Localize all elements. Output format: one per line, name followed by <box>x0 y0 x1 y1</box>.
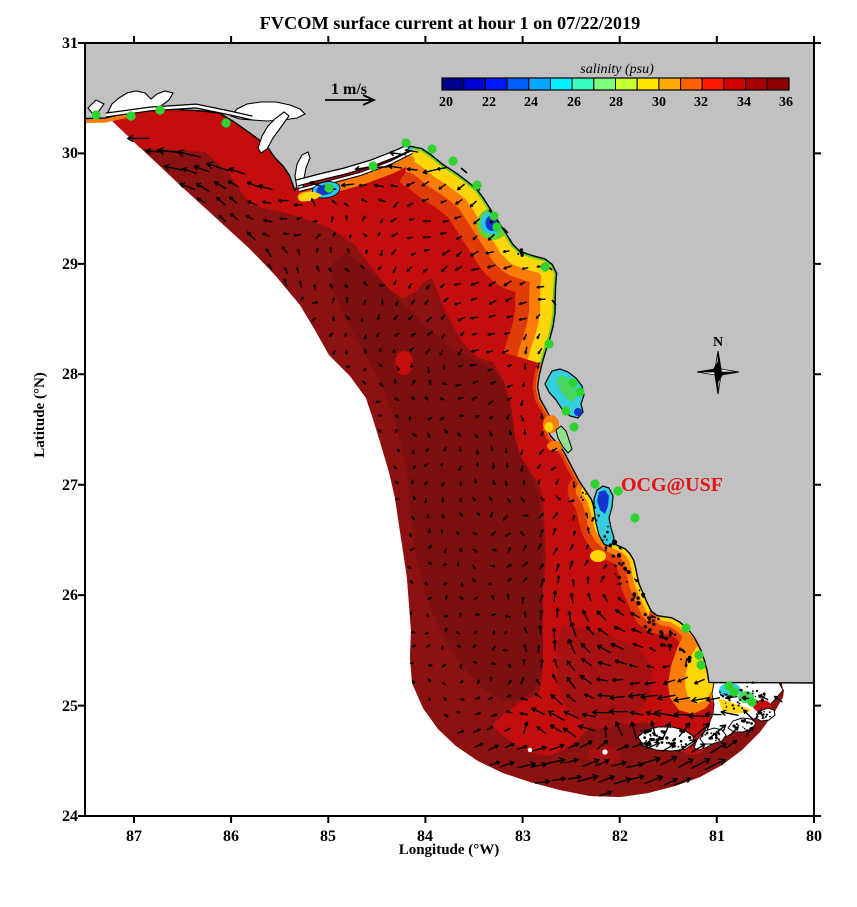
svg-text:26: 26 <box>62 587 78 604</box>
svg-text:31: 31 <box>62 35 78 52</box>
svg-text:24: 24 <box>62 808 78 825</box>
svg-text:20: 20 <box>439 95 453 110</box>
svg-text:N: N <box>713 335 723 350</box>
svg-text:25: 25 <box>62 698 78 715</box>
svg-text:32: 32 <box>694 95 708 110</box>
svg-text:30: 30 <box>62 145 78 162</box>
svg-text:22: 22 <box>482 95 496 110</box>
svg-text:FVCOM surface current at hour: FVCOM surface current at hour 1 on 07/22… <box>260 13 641 33</box>
svg-text:27: 27 <box>62 477 78 494</box>
svg-text:82: 82 <box>612 828 628 845</box>
svg-text:28: 28 <box>609 95 623 110</box>
svg-text:84: 84 <box>417 828 433 845</box>
svg-text:28: 28 <box>62 366 78 383</box>
svg-text:80: 80 <box>806 828 822 845</box>
svg-text:34: 34 <box>737 95 751 110</box>
svg-text:salinity (psu): salinity (psu) <box>580 62 654 77</box>
svg-text:OCG@USF: OCG@USF <box>621 474 723 496</box>
svg-text:1 m/s: 1 m/s <box>331 81 367 98</box>
svg-text:81: 81 <box>709 828 725 845</box>
svg-text:26: 26 <box>567 95 581 110</box>
svg-text:86: 86 <box>223 828 239 845</box>
svg-text:Longitude (°W): Longitude (°W) <box>399 842 500 858</box>
svg-text:36: 36 <box>779 95 793 110</box>
svg-text:30: 30 <box>652 95 666 110</box>
svg-text:85: 85 <box>320 828 336 845</box>
svg-text:Latitude (°N): Latitude (°N) <box>32 372 48 458</box>
svg-text:83: 83 <box>515 828 531 845</box>
svg-text:24: 24 <box>524 95 538 110</box>
svg-text:29: 29 <box>62 256 78 273</box>
svg-text:87: 87 <box>126 828 142 845</box>
